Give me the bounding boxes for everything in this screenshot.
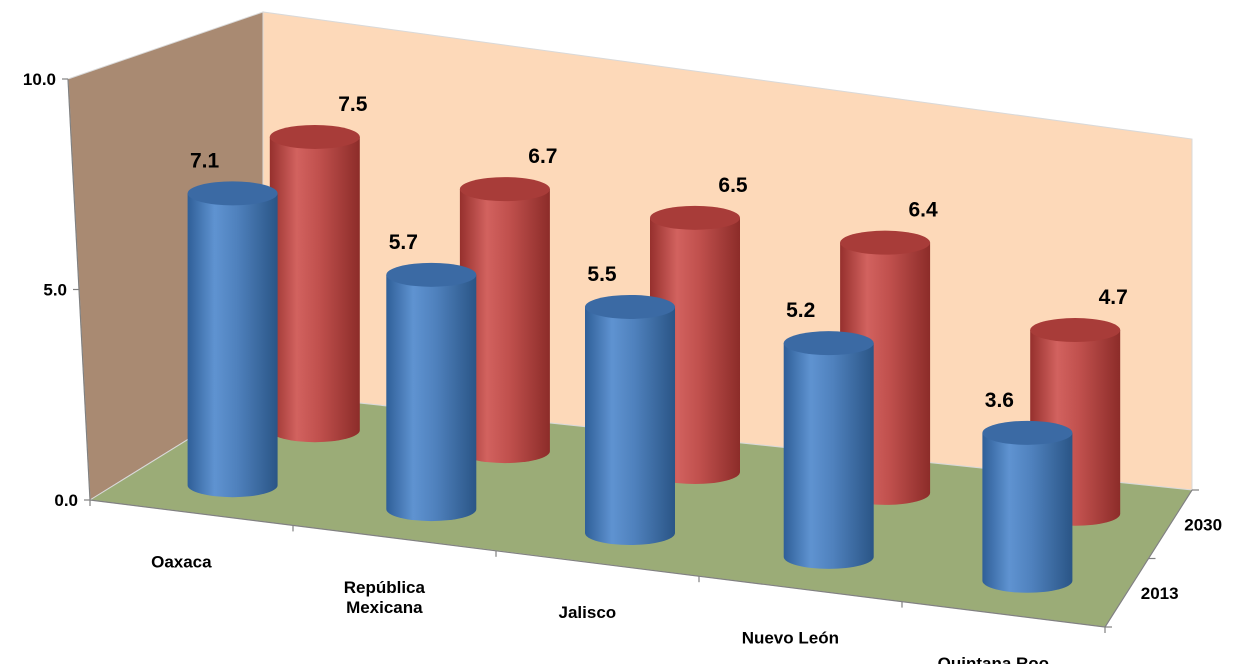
cylinder-body	[783, 343, 874, 569]
cylinder-top	[187, 181, 278, 206]
data-label: 5.7	[389, 231, 418, 254]
chart-labels: Oaxaca República Mexicana Jalisco Nuevo León…	[151, 93, 1128, 669]
bar-2013-1	[386, 262, 477, 522]
cylinder-top	[982, 420, 1073, 445]
data-label: 3.6	[985, 389, 1014, 412]
cylinder-body	[585, 306, 675, 545]
data-label: 6.4	[908, 199, 938, 222]
cylinder-top	[783, 331, 874, 356]
y-tick-label: 10.0	[23, 70, 56, 89]
cylinder-top	[386, 262, 477, 287]
chart-axes: 0.0 5.0 10.0 2013 2030	[23, 70, 1222, 633]
data-label: 4.7	[1099, 286, 1128, 309]
cylinder-body	[187, 193, 278, 498]
data-label: 5.2	[786, 299, 815, 322]
category-label: Quintana Roo	[938, 654, 1049, 664]
bar-2013-0	[187, 181, 278, 498]
y-tick-label: 5.0	[43, 281, 67, 300]
cylinder-top	[459, 177, 550, 202]
cylinder-body	[269, 136, 360, 443]
category-label: Jalisco	[559, 603, 617, 622]
category-label: Nuevo León	[742, 629, 839, 648]
cylinder-body	[386, 274, 477, 522]
cylinder-top	[269, 124, 360, 149]
cylinder-top	[585, 294, 675, 319]
category-label: Oaxaca	[151, 552, 212, 571]
cylinder-body	[982, 432, 1073, 593]
bar-2013-2	[585, 294, 675, 545]
bar-2030-0	[269, 124, 360, 443]
data-label: 6.7	[528, 145, 557, 168]
data-label: 7.1	[190, 149, 220, 172]
bar-2013-3	[783, 331, 874, 569]
cylinder-body	[459, 189, 550, 464]
cylinder-top	[1030, 318, 1121, 343]
cylinder-top	[650, 205, 740, 230]
depth-axis-label: 2013	[1141, 584, 1179, 603]
y-tick-label: 0.0	[54, 491, 78, 510]
chart-bars	[187, 124, 1121, 593]
depth-axis-label: 2030	[1184, 515, 1222, 534]
x-axis-line	[89, 499, 1106, 628]
category-label: República Mexicana	[344, 578, 426, 617]
data-label: 6.5	[718, 174, 748, 197]
data-label: 7.5	[338, 93, 368, 116]
bar-2013-4	[982, 420, 1073, 593]
cylinder-top	[840, 230, 931, 255]
data-label: 5.5	[587, 263, 617, 286]
bar-2030-1	[459, 177, 550, 464]
